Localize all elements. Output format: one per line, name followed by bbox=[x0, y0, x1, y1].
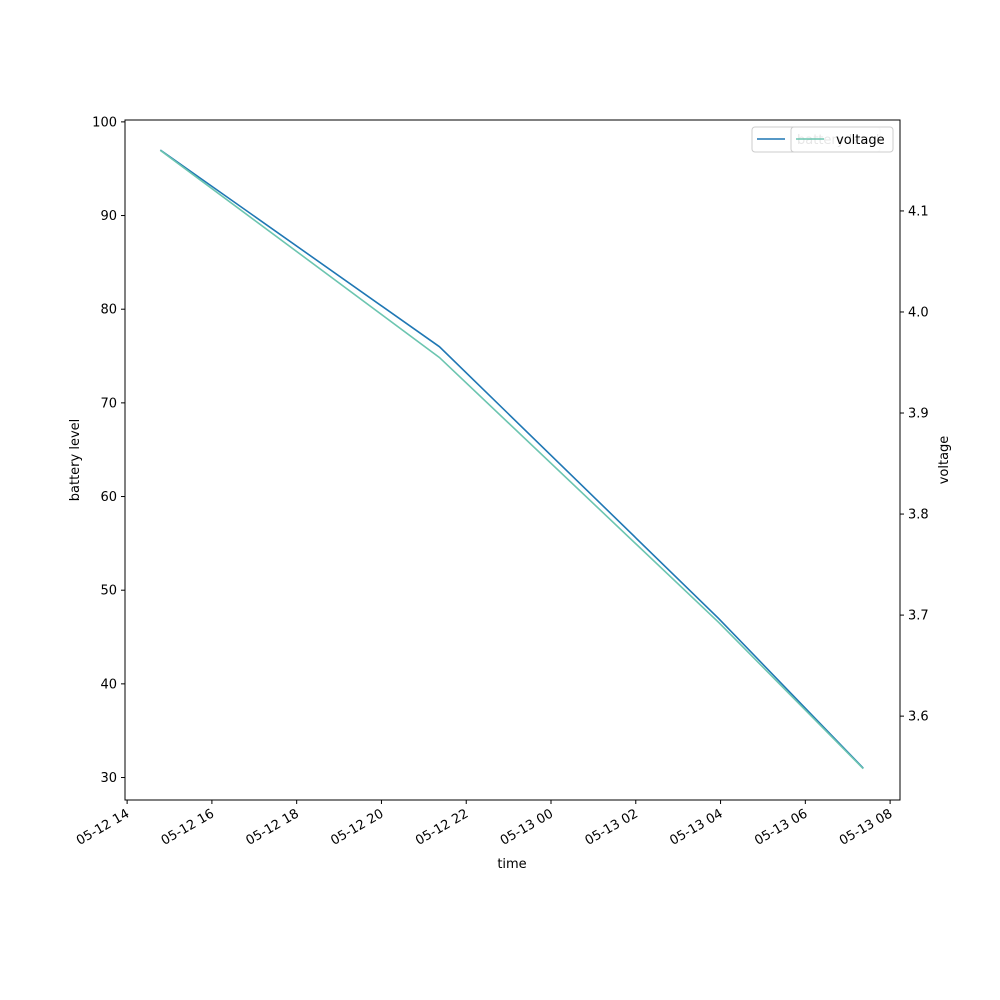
y2-tick-label: 3.8 bbox=[908, 508, 929, 523]
x-tick-label: 05-13 04 bbox=[667, 806, 725, 848]
x-tick-label: 05-12 14 bbox=[74, 806, 132, 848]
x-tick-label: 05-12 20 bbox=[328, 806, 386, 848]
y-tick-label: 70 bbox=[100, 396, 117, 411]
legend: voltage bbox=[790, 126, 894, 153]
x-axis-label: time bbox=[497, 857, 526, 872]
y-tick-label: 60 bbox=[100, 490, 117, 505]
y2-tick-label: 3.9 bbox=[908, 407, 929, 422]
y-tick-label: 90 bbox=[100, 209, 117, 224]
line-series bbox=[159, 149, 864, 770]
y2-axis-label: voltage bbox=[937, 436, 952, 485]
x-tick-label: 05-12 22 bbox=[413, 806, 471, 848]
x-tick-label: 05-12 16 bbox=[159, 806, 217, 848]
x-tick-label: 05-13 06 bbox=[752, 806, 810, 848]
y2-tick-label: 3.7 bbox=[908, 609, 929, 624]
y-tick-label: 50 bbox=[100, 584, 117, 599]
y-tick-label: 80 bbox=[100, 303, 117, 318]
y-tick-label: 30 bbox=[100, 771, 117, 786]
plot-frame bbox=[124, 119, 901, 801]
x-tick-label: 05-12 18 bbox=[244, 806, 302, 848]
y-tick-label: 100 bbox=[92, 115, 117, 130]
y2-tick-label: 4.0 bbox=[908, 305, 929, 320]
legend-box bbox=[790, 126, 894, 153]
y-axis-label: battery level bbox=[68, 419, 83, 502]
y2-tick-label: 3.6 bbox=[908, 710, 929, 725]
line-series bbox=[159, 149, 864, 769]
x-tick-label: 05-13 00 bbox=[498, 806, 556, 848]
y-tick-label: 40 bbox=[100, 677, 117, 692]
y2-tick-label: 4.1 bbox=[908, 204, 929, 219]
legend-label: voltage bbox=[836, 133, 885, 148]
x-tick-label: 05-13 02 bbox=[583, 806, 641, 848]
x-tick-label: 05-13 08 bbox=[837, 806, 895, 848]
